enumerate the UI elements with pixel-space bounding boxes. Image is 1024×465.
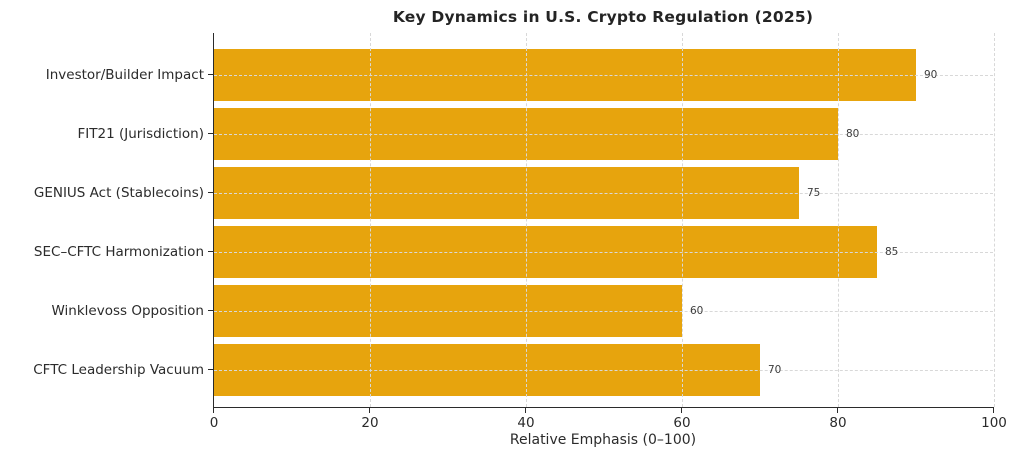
horizontal-gridline <box>214 74 993 76</box>
x-axis-tick <box>993 407 995 413</box>
horizontal-gridline <box>214 251 993 253</box>
y-axis-tick <box>208 133 214 135</box>
vertical-gridline <box>993 33 995 407</box>
x-axis-tick <box>681 407 683 413</box>
y-category-label: Investor/Builder Impact <box>45 67 204 83</box>
vertical-gridline <box>837 33 839 407</box>
chart-title: Key Dynamics in U.S. Crypto Regulation (… <box>392 8 814 26</box>
vertical-gridline <box>525 33 527 407</box>
x-tick-label: 40 <box>517 415 535 431</box>
y-category-label: FIT21 (Jurisdiction) <box>77 126 204 142</box>
y-category-label: Winklevoss Opposition <box>51 303 204 319</box>
y-axis-tick <box>208 310 214 312</box>
y-category-label: GENIUS Act (Stablecoins) <box>33 185 204 201</box>
x-tick-label: 100 <box>981 415 1007 431</box>
bar-value-label: 75 <box>807 187 821 199</box>
vertical-gridline <box>369 33 371 407</box>
bar-value-label: 70 <box>768 364 782 376</box>
bar-value-label: 80 <box>846 128 860 140</box>
x-tick-label: 20 <box>361 415 379 431</box>
horizontal-gridline <box>214 192 993 194</box>
x-axis-tick <box>837 407 839 413</box>
x-axis-tick <box>525 407 527 413</box>
y-axis-tick <box>208 369 214 371</box>
vertical-gridline <box>681 33 683 407</box>
horizontal-gridline <box>214 310 993 312</box>
y-category-label: CFTC Leadership Vacuum <box>33 362 204 378</box>
bar-value-label: 60 <box>690 305 704 317</box>
plot-area: 0 20 40 60 80 100 90 Investor/Builder Impact 80 F… <box>33 33 1007 431</box>
x-tick-label: 60 <box>673 415 691 431</box>
bar-value-label: 90 <box>924 69 938 81</box>
y-axis-tick <box>208 251 214 253</box>
y-axis-tick <box>208 192 214 194</box>
bar-value-label: 85 <box>885 246 899 258</box>
y-category-label: SEC–CFTC Harmonization <box>33 244 204 260</box>
horizontal-gridline <box>214 133 993 135</box>
x-tick-label: 0 <box>209 415 219 431</box>
x-axis-tick <box>369 407 371 413</box>
x-axis-tick <box>213 407 215 413</box>
horizontal-gridline <box>214 369 993 371</box>
x-tick-label: 80 <box>829 415 847 431</box>
x-axis-title: Relative Emphasis (0–100) <box>509 432 697 448</box>
y-axis-tick <box>208 74 214 76</box>
